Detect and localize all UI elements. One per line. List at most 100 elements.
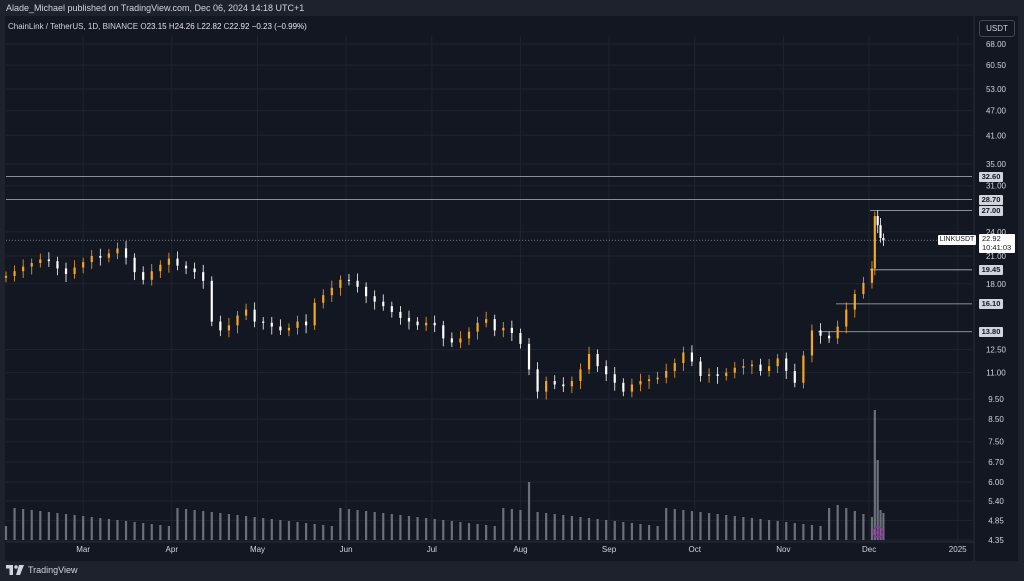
candle-body — [193, 268, 196, 273]
close-label: C — [223, 22, 230, 31]
candle-body — [382, 301, 385, 307]
candle-body — [673, 363, 676, 371]
y-tick-label: 68.00 — [986, 40, 1007, 49]
volume-bar — [330, 526, 333, 540]
x-tick-label: Jun — [340, 545, 353, 554]
chart-panel[interactable] — [5, 16, 1018, 561]
volume-bar — [716, 514, 719, 540]
volume-bar — [47, 512, 50, 540]
candle-body — [442, 325, 445, 339]
symbol-title[interactable]: ChainLink / TetherUS, 1D, BINANCE — [8, 22, 139, 31]
candle-body — [502, 327, 505, 331]
volume-bar — [476, 524, 479, 540]
x-tick-label: 2025 — [949, 545, 967, 554]
candle-body — [296, 321, 299, 328]
volume-bar — [64, 514, 68, 540]
candle-body — [810, 330, 814, 356]
y-tick-label: 24.00 — [986, 228, 1007, 237]
volume-bar — [236, 515, 239, 540]
volume-bar — [690, 511, 694, 540]
high-value: 24.26 — [174, 22, 195, 31]
y-tick-label: 11.00 — [986, 369, 1006, 378]
volume-bar — [828, 508, 831, 540]
y-tick-label: 47.00 — [986, 107, 1007, 116]
candle-body — [47, 259, 50, 262]
candle-body — [356, 280, 359, 287]
level-label: 13.80 — [979, 326, 1003, 337]
candle-body — [330, 287, 333, 296]
volume-bar — [133, 522, 136, 540]
candle-body — [828, 335, 831, 339]
candle-body — [836, 326, 839, 339]
candle-body — [270, 322, 273, 327]
volume-bar — [99, 518, 102, 540]
volume-bar — [442, 520, 445, 540]
x-tick-label: Mar — [76, 545, 90, 554]
volume-bar — [862, 514, 865, 540]
volume-bar — [733, 516, 736, 540]
footer: TradingView — [6, 565, 78, 575]
candle-body — [159, 264, 162, 272]
candle-body — [373, 296, 376, 302]
last-price-value: 22.92 — [982, 234, 1001, 244]
currency-button[interactable]: USDT — [979, 20, 1015, 37]
candle-body — [545, 381, 548, 392]
candle-body — [279, 326, 282, 331]
volume-bar — [562, 515, 565, 540]
candle-body — [882, 238, 885, 241]
volume-bar — [876, 460, 879, 540]
open-value: 23.15 — [146, 22, 167, 31]
x-tick-label: Aug — [513, 545, 527, 554]
candle-body — [493, 319, 496, 331]
volume-bar — [107, 519, 110, 540]
volume-bar — [759, 519, 762, 540]
volume-bar — [613, 521, 616, 540]
volume-bar — [742, 517, 745, 540]
volume-bar — [253, 517, 256, 540]
volume-bar — [176, 508, 179, 540]
volume-bar — [596, 519, 599, 540]
volume-bar — [407, 516, 411, 540]
volume-bar — [142, 523, 145, 540]
level-label: 16.10 — [979, 298, 1003, 309]
bar-countdown: 10:41:03 — [982, 243, 1012, 253]
volume-bar — [304, 523, 308, 540]
high-label: H — [168, 22, 175, 31]
x-tick-label: May — [250, 545, 265, 554]
y-tick-label: 7.50 — [988, 438, 1004, 447]
candle-body — [759, 364, 762, 371]
volume-bar — [870, 517, 874, 540]
y-tick-label: 9.50 — [988, 395, 1004, 404]
candle-body — [39, 259, 42, 263]
candle-body — [90, 255, 93, 263]
candle-body — [107, 253, 110, 258]
volume-bar — [390, 514, 393, 540]
close-value: 22.92 — [229, 22, 250, 31]
level-label: 19.45 — [979, 264, 1003, 275]
candle-body — [570, 381, 573, 387]
y-tick-label: 12.50 — [986, 346, 1007, 355]
y-tick-label: 5.40 — [988, 497, 1004, 506]
candle-body — [244, 309, 248, 316]
y-tick-label: 35.00 — [986, 160, 1007, 169]
volume-bar — [339, 508, 342, 540]
volume-bar — [882, 513, 885, 540]
candle-body — [613, 374, 616, 383]
y-tick-label: 4.35 — [988, 536, 1004, 545]
footer-brand[interactable]: TradingView — [28, 565, 78, 575]
candle-body — [699, 361, 702, 376]
volume-bar — [527, 482, 531, 540]
volume-bar — [167, 526, 171, 540]
candle-body — [716, 374, 719, 376]
volume-bar — [502, 508, 505, 540]
volume-bar — [116, 520, 119, 540]
candle-body — [150, 271, 153, 280]
volume-bar — [459, 522, 462, 540]
candle-body — [605, 366, 608, 375]
level-label: 27.00 — [979, 205, 1003, 216]
symbol-legend: ChainLink / TetherUS, 1D, BINANCE O23.15… — [8, 22, 307, 31]
candle-body — [56, 261, 59, 269]
candle-body — [202, 272, 205, 281]
